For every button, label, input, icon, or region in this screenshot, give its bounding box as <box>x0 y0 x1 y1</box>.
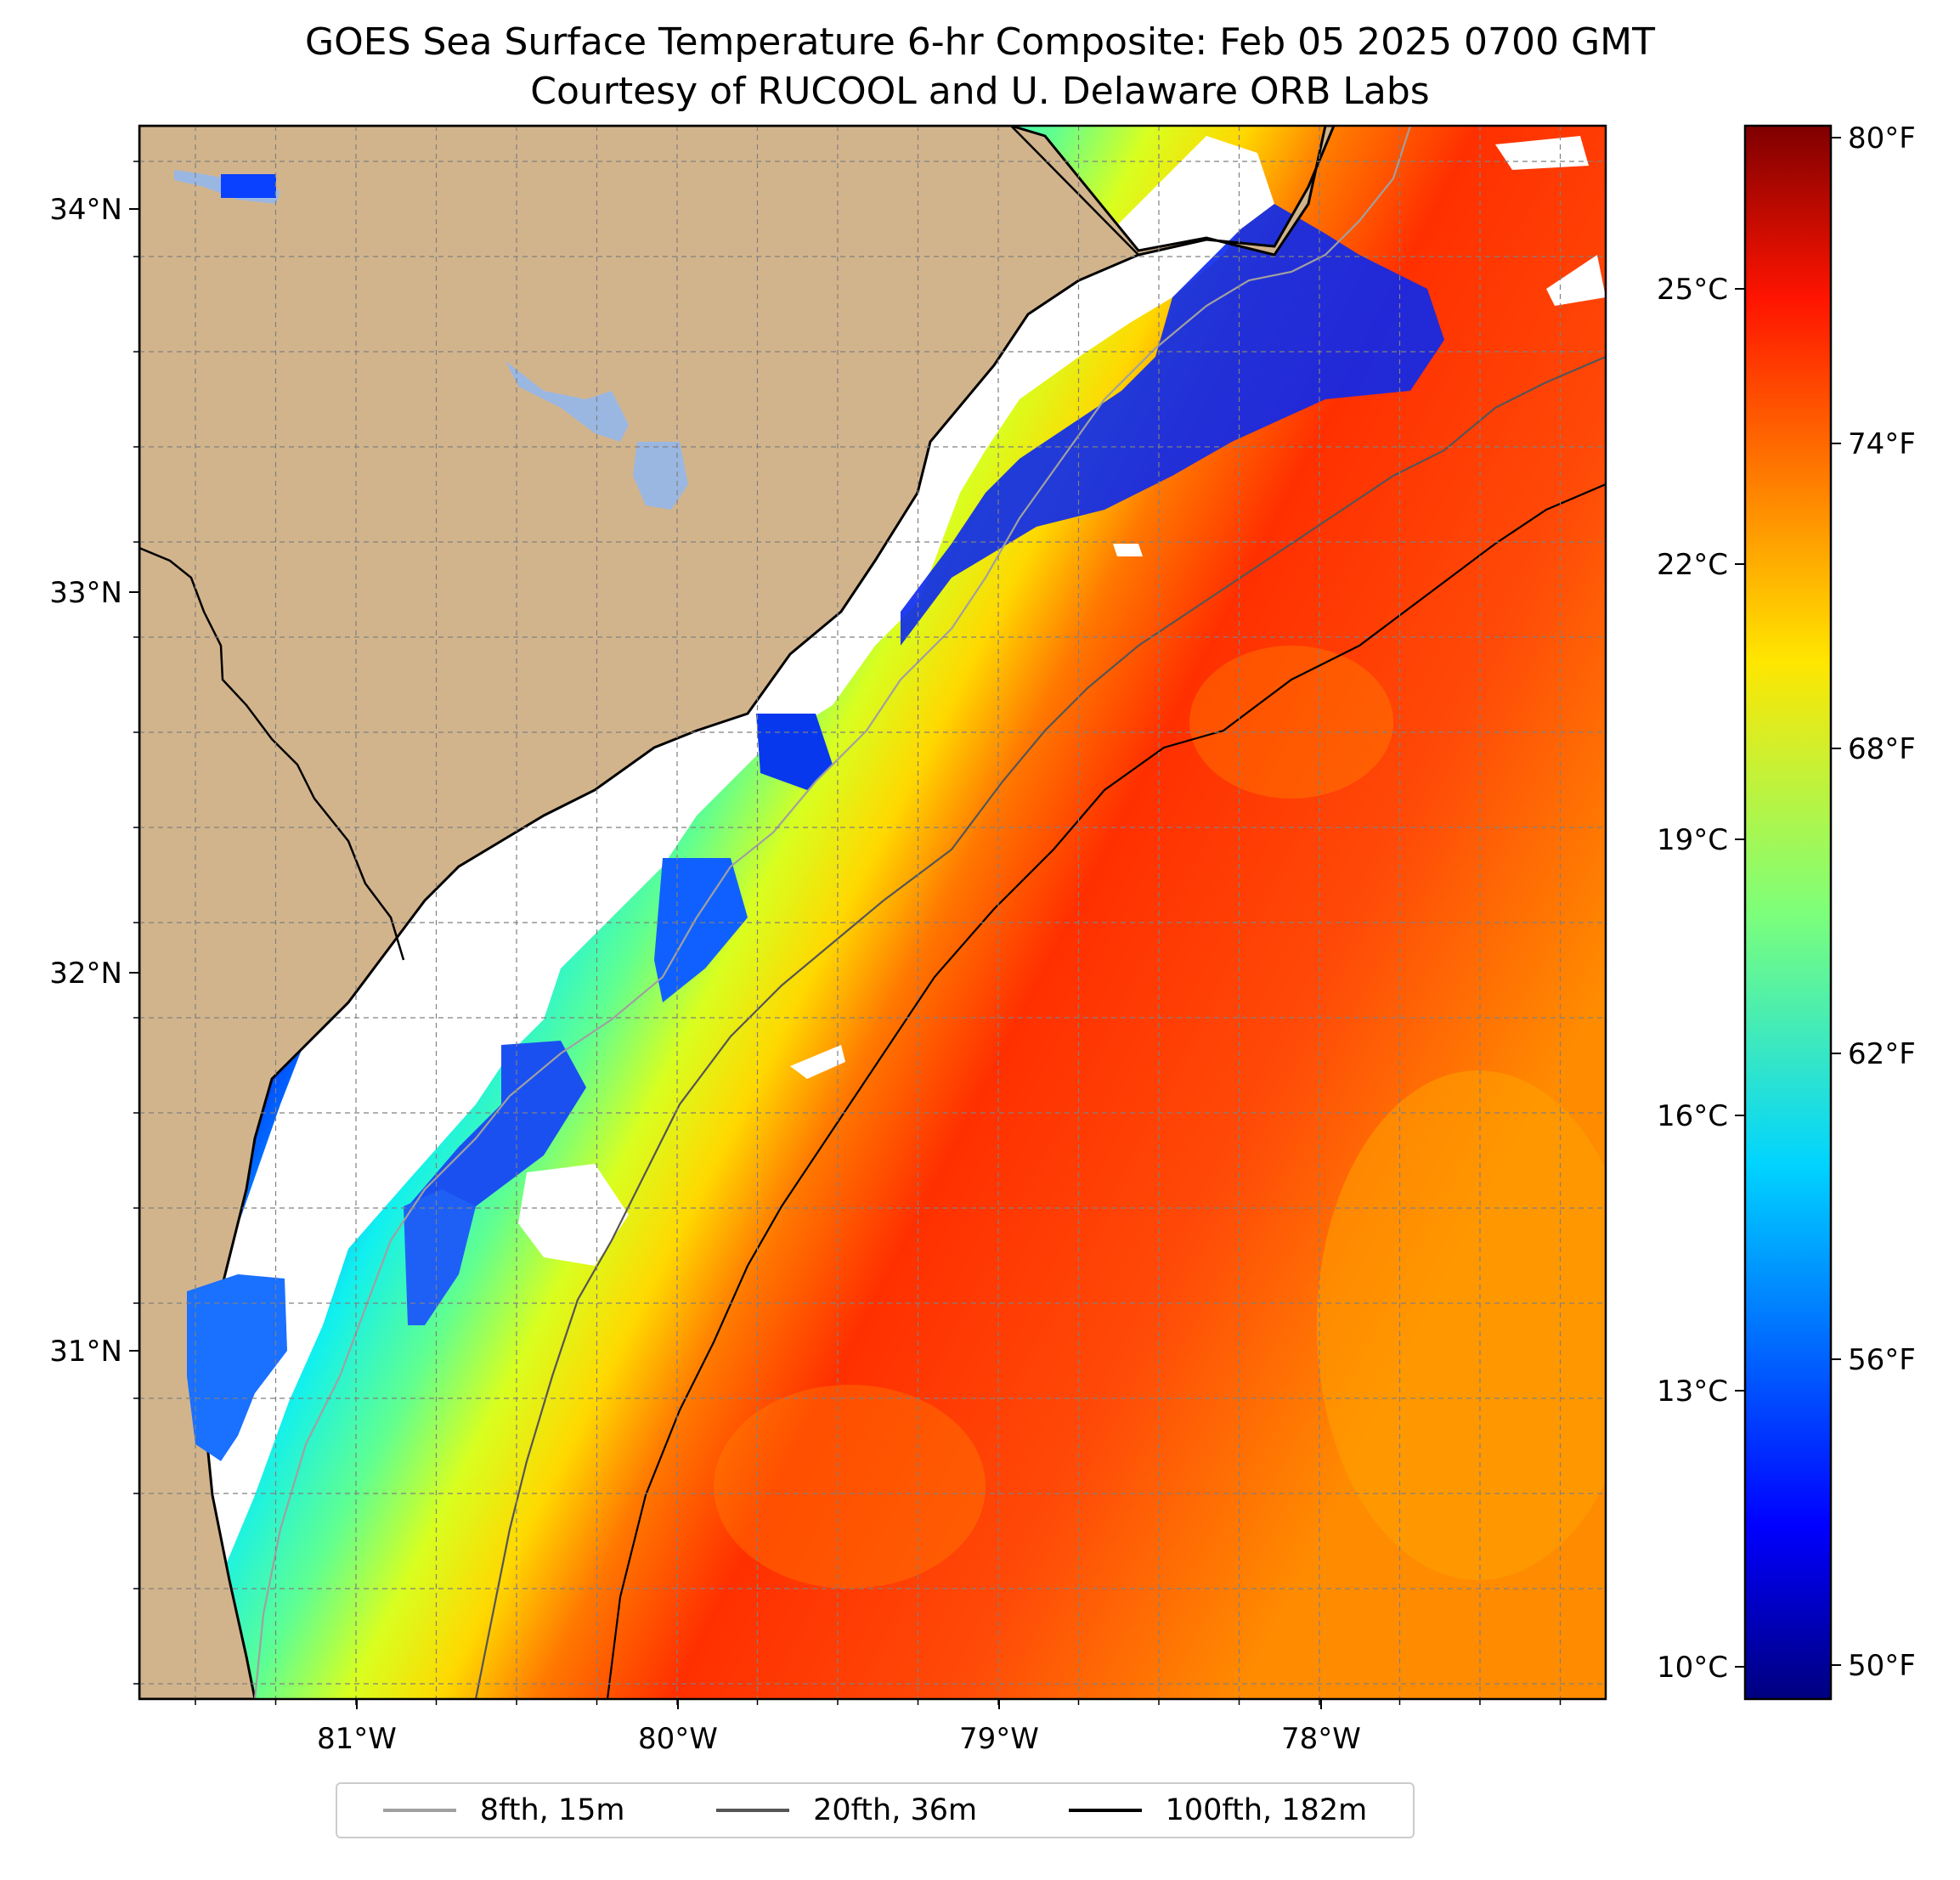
lon-tick-label: 80°W <box>638 1722 718 1756</box>
colorbar-celsius-label: 13°C <box>1657 1375 1728 1409</box>
colorbar-fahrenheit-label: 68°F <box>1848 732 1916 766</box>
colorbar-celsius-label: 19°C <box>1657 823 1728 857</box>
legend-item-100fth: 100fth, 182m <box>1068 1793 1368 1827</box>
colorbar-fahrenheit-label: 62°F <box>1848 1037 1916 1071</box>
isobath-8fth <box>253 126 1412 1699</box>
map-grid <box>139 126 1606 1699</box>
lake <box>221 174 276 198</box>
cloud-patch <box>1546 255 1606 306</box>
lat-tick-label: 34°N <box>49 193 122 227</box>
lon-tick-label: 78°W <box>1281 1722 1361 1756</box>
map-axes: 81°W 80°W 79°W 78°W 34°N 33°N 32°N 31°N <box>49 161 1562 1756</box>
colorbar-ticks: 25°C 22°C 19°C 16°C 13°C 10°C 80°F 74°F 68°F 62°F… <box>1657 121 1916 1685</box>
legend-label: 20fth, 36m <box>813 1793 978 1827</box>
cloud-patch <box>1495 136 1589 170</box>
colorbar-fahrenheit-label: 50°F <box>1848 1649 1916 1683</box>
warm-eddy <box>1317 1070 1606 1580</box>
isobath-100fth <box>606 483 1606 1699</box>
lon-tick-label: 81°W <box>317 1722 397 1756</box>
legend-swatch <box>716 1809 790 1812</box>
legend-item-20fth: 20fth, 36m <box>716 1793 977 1827</box>
map-area[interactable] <box>139 126 1640 1699</box>
colorbar-celsius-label: 16°C <box>1657 1099 1728 1133</box>
legend-swatch <box>382 1809 456 1812</box>
lat-tick-label: 31°N <box>49 1335 122 1369</box>
colorbar-fahrenheit-label: 80°F <box>1848 121 1916 155</box>
cold-nearshore-water <box>901 204 1444 646</box>
colorbar-fahrenheit-label: 56°F <box>1848 1343 1916 1377</box>
lake <box>506 361 629 442</box>
colorbar-celsius-label: 25°C <box>1657 273 1728 307</box>
legend-item-8fth: 8fth, 15m <box>382 1793 625 1827</box>
cloud-patch <box>790 1045 845 1079</box>
warm-eddy <box>1189 646 1393 799</box>
lat-tick-label: 33°N <box>49 576 122 610</box>
cloud-patch <box>518 1164 629 1266</box>
legend: 8fth, 15m 20fth, 36m 100fth, 182m <box>336 1782 1415 1838</box>
isobath-20fth <box>474 355 1606 1699</box>
legend-label: 100fth, 182m <box>1165 1793 1368 1827</box>
map-frame <box>138 124 1607 1701</box>
map-title: GOES Sea Surface Temperature 6-hr Compos… <box>305 20 1655 64</box>
lat-tick-label: 32°N <box>49 957 122 991</box>
colorbar-fahrenheit-label: 74°F <box>1848 427 1916 461</box>
state-border <box>1010 126 1139 256</box>
colorbar-celsius-label: 10°C <box>1657 1651 1728 1685</box>
map-subtitle: Courtesy of RUCOOL and U. Delaware ORB L… <box>530 70 1430 113</box>
lon-tick-label: 79°W <box>959 1722 1039 1756</box>
lake <box>633 442 688 510</box>
warm-eddy <box>714 1385 986 1589</box>
colorbar <box>1743 124 1833 1701</box>
cold-nearshore-water <box>404 1189 476 1325</box>
marsh-water <box>187 1274 287 1461</box>
colorbar-celsius-label: 22°C <box>1657 548 1728 582</box>
state-border <box>139 546 405 961</box>
legend-swatch <box>1068 1809 1142 1812</box>
cloud-patch <box>1113 544 1143 556</box>
legend-label: 8fth, 15m <box>479 1793 625 1827</box>
